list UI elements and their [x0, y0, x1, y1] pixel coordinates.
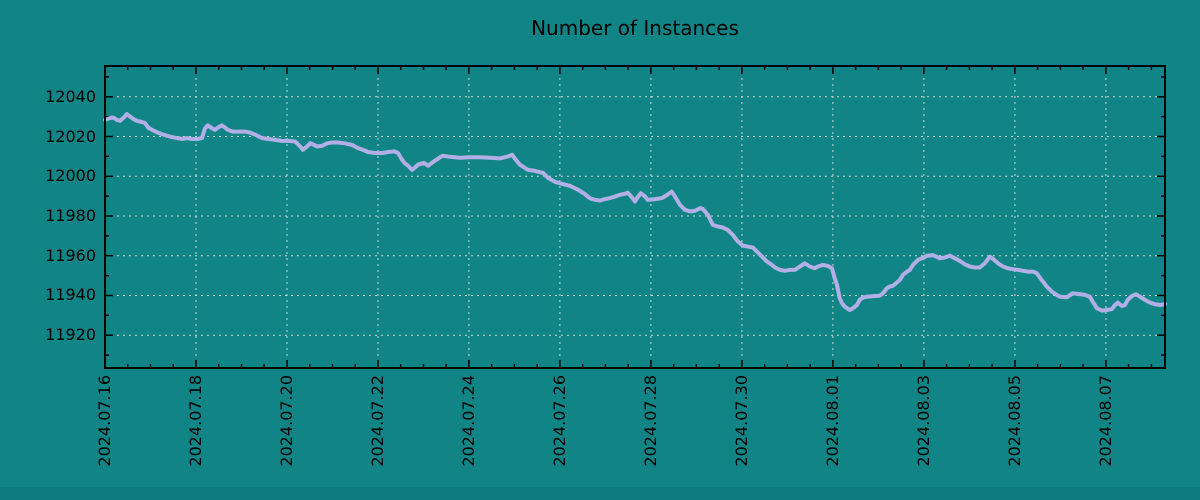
plot-border	[104, 65, 1166, 369]
y-tick-label: 11960	[45, 245, 96, 265]
x-tick-label: 2024.07.28	[640, 375, 660, 467]
y-tick-label: 11920	[45, 325, 96, 345]
axis-ticks	[104, 66, 1165, 368]
x-tick-label: 2024.08.05	[1004, 375, 1024, 467]
x-tick-label: 2024.07.26	[549, 375, 569, 467]
x-tick-label: 2024.07.16	[95, 375, 114, 467]
x-tick-label: 2024.07.24	[458, 375, 478, 467]
chart-title: Number of Instances	[531, 16, 739, 40]
y-tick-label: 11940	[45, 285, 96, 305]
data-line-instances	[103, 112, 1167, 313]
y-tick-label: 12040	[45, 86, 96, 106]
y-tick-label: 11980	[45, 206, 96, 225]
y-tick-label: 12020	[45, 126, 96, 146]
y-tick-label: 12000	[45, 166, 96, 186]
bottom-bar	[0, 487, 1200, 500]
x-tick-label: 2024.08.01	[822, 375, 842, 467]
gridlines	[104, 66, 1165, 368]
x-tick-label: 2024.07.30	[731, 375, 751, 467]
x-tick-label: 2024.08.03	[913, 375, 933, 467]
x-tick-label: 2024.07.18	[185, 375, 205, 467]
x-tick-label: 2024.07.22	[367, 375, 387, 467]
x-tick-label: 2024.07.20	[276, 375, 296, 467]
x-tick-label: 2024.08.07	[1095, 375, 1115, 467]
